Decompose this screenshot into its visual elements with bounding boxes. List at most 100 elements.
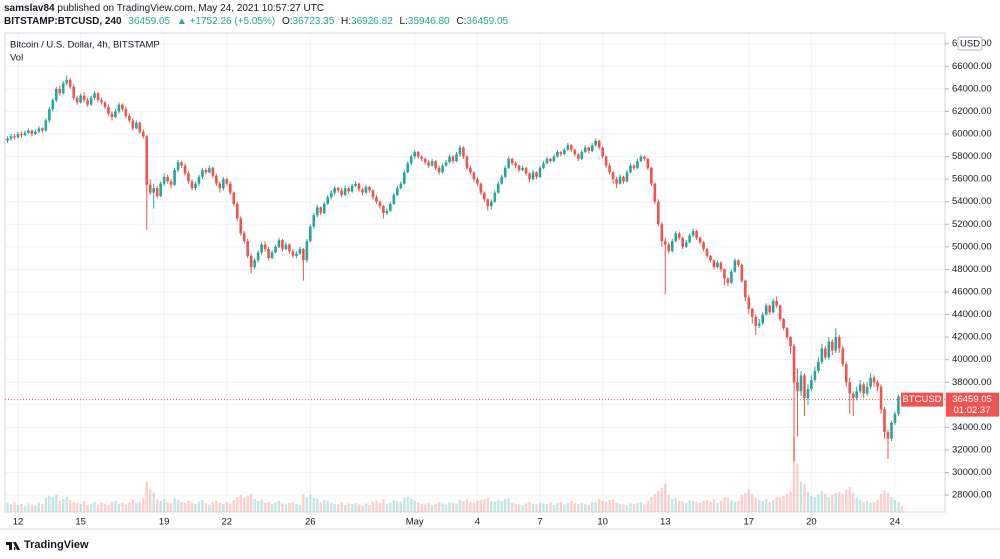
candle-layer bbox=[6, 75, 904, 462]
volume-bar bbox=[350, 503, 354, 512]
volume-bar bbox=[504, 498, 507, 512]
candle-body bbox=[232, 192, 236, 204]
volume-bar bbox=[664, 484, 667, 512]
volume-bar bbox=[479, 499, 483, 512]
candle-body bbox=[253, 260, 256, 268]
volume-bar bbox=[410, 498, 413, 512]
volume-bar bbox=[705, 499, 709, 512]
candle-body bbox=[496, 183, 500, 193]
candle-body bbox=[131, 120, 135, 129]
volume-bar bbox=[827, 496, 831, 512]
candle-body bbox=[96, 93, 100, 101]
volume-bar bbox=[371, 501, 375, 512]
candle-body bbox=[493, 192, 497, 202]
volume-bar bbox=[413, 500, 416, 512]
volume-bar bbox=[608, 499, 611, 512]
volume-bar bbox=[458, 499, 462, 512]
candle-body bbox=[159, 183, 162, 197]
candle-body bbox=[886, 431, 890, 439]
close-value: 36459.05 bbox=[466, 16, 509, 27]
candle-body bbox=[865, 386, 869, 394]
volume-bar bbox=[803, 484, 806, 512]
candle-body bbox=[281, 240, 284, 250]
volume-bar bbox=[34, 505, 37, 512]
volume-bar bbox=[114, 500, 117, 512]
volume-bar bbox=[615, 502, 618, 512]
candle-body bbox=[531, 172, 535, 180]
candle-body bbox=[726, 278, 730, 283]
candle-body bbox=[107, 106, 110, 114]
candle-body bbox=[413, 152, 417, 157]
x-tick-label: May bbox=[406, 517, 424, 528]
volume-bar bbox=[316, 498, 319, 512]
candle-body bbox=[354, 183, 357, 186]
candle-body bbox=[385, 210, 389, 213]
candle-body bbox=[841, 348, 845, 365]
candle-body bbox=[789, 337, 792, 347]
candle-body bbox=[594, 140, 597, 146]
candle-body bbox=[660, 224, 664, 242]
candle-body bbox=[228, 183, 232, 193]
volume-bar bbox=[893, 499, 897, 512]
volume-bar bbox=[886, 492, 890, 512]
volume-bar bbox=[79, 503, 82, 512]
volume-bar bbox=[288, 502, 291, 512]
volume-bar bbox=[549, 502, 552, 512]
volume-bar bbox=[277, 500, 281, 512]
volume-bar bbox=[51, 496, 54, 512]
candle-body bbox=[326, 197, 330, 204]
volume-bar bbox=[166, 501, 169, 512]
volume-bar bbox=[75, 502, 79, 512]
volume-bar bbox=[357, 504, 361, 512]
candle-body bbox=[524, 167, 528, 174]
candle-body bbox=[298, 249, 302, 254]
volume-bar bbox=[274, 502, 277, 512]
volume-bar bbox=[420, 503, 423, 512]
volume-bar bbox=[142, 497, 145, 512]
candle-body bbox=[848, 382, 852, 394]
plot-frame bbox=[4, 32, 946, 513]
volume-bar bbox=[149, 489, 152, 512]
volume-bar bbox=[681, 501, 684, 512]
open-label: O: bbox=[281, 16, 293, 27]
change: +1752.26 (+5.05%) bbox=[189, 16, 276, 27]
brand: TradingView bbox=[24, 539, 89, 551]
x-tick-label: 10 bbox=[597, 517, 608, 528]
candle-body bbox=[796, 382, 799, 392]
candle-body bbox=[51, 100, 55, 110]
grid bbox=[5, 33, 945, 512]
candle-body bbox=[295, 253, 298, 256]
candle-body bbox=[110, 113, 114, 118]
x-tick-label: 26 bbox=[305, 517, 316, 528]
volume-bar bbox=[591, 502, 594, 512]
candle-body bbox=[218, 183, 222, 189]
volume-bar bbox=[13, 501, 16, 512]
volume-bar bbox=[559, 501, 563, 512]
volume-bar bbox=[260, 499, 263, 512]
candle-body bbox=[364, 187, 368, 193]
candle-body bbox=[872, 377, 876, 383]
volume-bar bbox=[229, 503, 232, 512]
volume-bar bbox=[890, 496, 893, 512]
volume-bar bbox=[486, 497, 489, 512]
candle-body bbox=[538, 167, 542, 177]
volume-bar bbox=[204, 503, 208, 512]
volume-bar bbox=[354, 502, 357, 512]
volume-bar bbox=[396, 500, 399, 512]
volume-bar bbox=[65, 496, 68, 512]
volume-bar bbox=[744, 492, 747, 512]
volume-bar bbox=[444, 504, 448, 512]
candle-body bbox=[75, 97, 79, 103]
candle-body bbox=[629, 165, 632, 173]
candle-body bbox=[834, 337, 838, 351]
volume-bar bbox=[406, 496, 409, 512]
volume-bar bbox=[385, 503, 389, 512]
volume-bar bbox=[740, 494, 744, 512]
candle-body bbox=[246, 241, 249, 256]
volume-bar bbox=[176, 499, 180, 512]
candle-body bbox=[180, 162, 183, 166]
candle-body bbox=[723, 269, 726, 279]
candle-body bbox=[775, 300, 778, 306]
candle-body bbox=[37, 128, 41, 132]
symbol-tag-label: BTCUSD bbox=[902, 394, 941, 405]
